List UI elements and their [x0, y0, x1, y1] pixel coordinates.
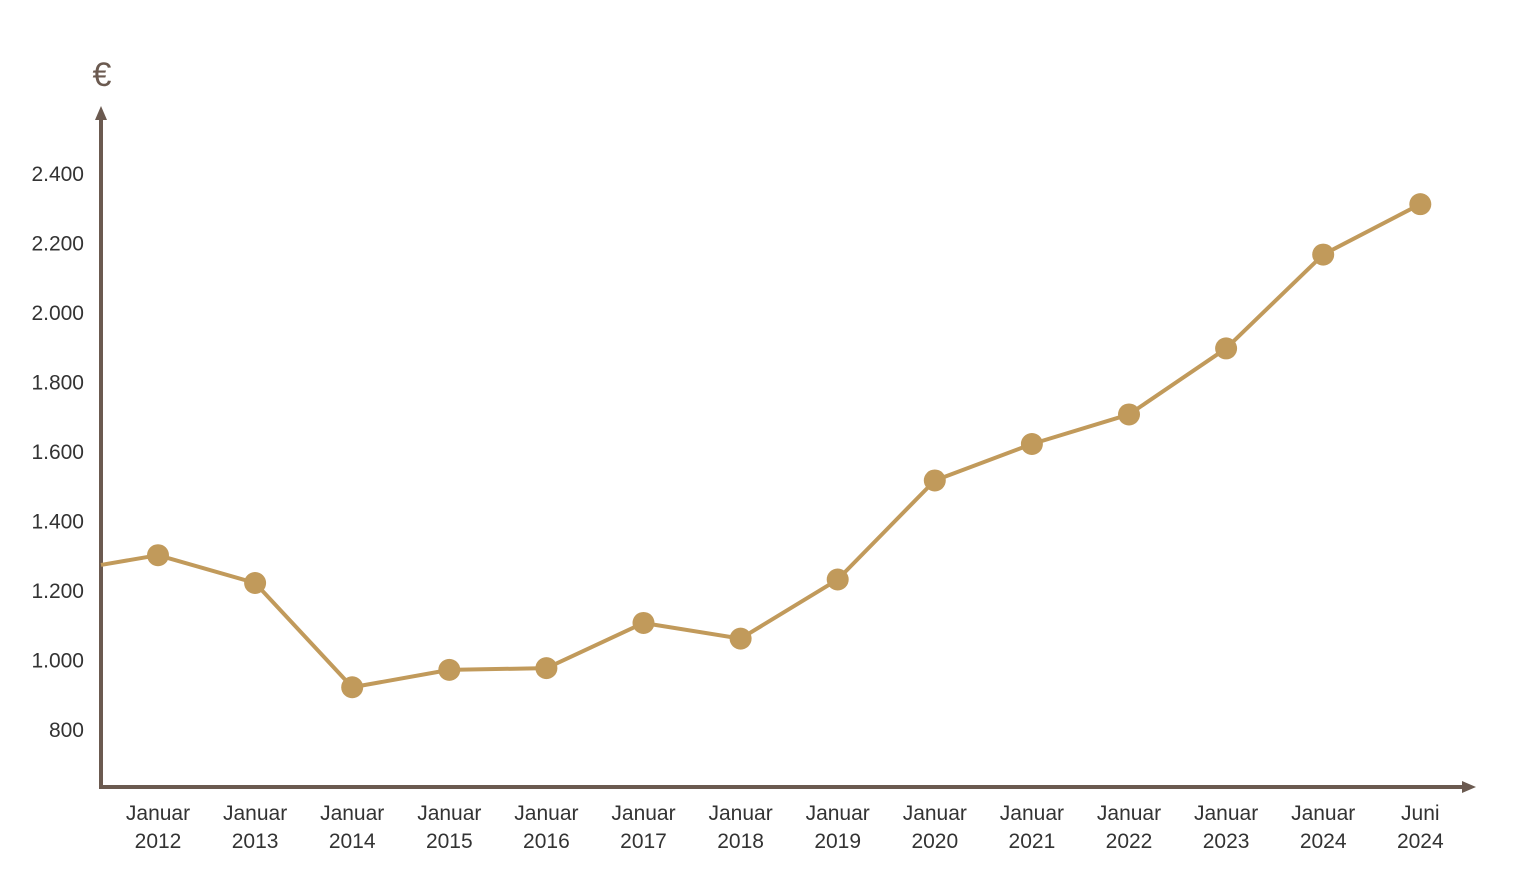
point	[826, 568, 849, 591]
y-tick-label: 1.000	[31, 649, 84, 672]
y-axis-arrow	[95, 106, 107, 120]
y-tick-label: 1.200	[31, 580, 84, 603]
x-tick-label: Juni 2024	[1397, 802, 1444, 853]
y-tick-label: 2.400	[31, 163, 84, 186]
point	[438, 658, 461, 681]
y-tick-label: 2.200	[31, 232, 84, 255]
y-axis-label: €	[93, 56, 112, 94]
x-axis-arrow	[1462, 781, 1476, 793]
point	[244, 571, 267, 594]
point	[147, 544, 169, 567]
point	[1409, 193, 1432, 216]
point	[1215, 337, 1238, 360]
point	[1020, 432, 1043, 455]
x-tick-label: Januar 2021	[1000, 802, 1064, 853]
point	[1118, 403, 1140, 426]
point	[535, 657, 558, 680]
x-tick-label: Januar 2013	[223, 802, 287, 853]
x-tick-label: Januar 2024	[1291, 802, 1355, 853]
x-tick-label: Januar 2023	[1194, 802, 1258, 853]
x-tick-label: Januar 2020	[903, 802, 967, 853]
x-tick-label: Januar 2019	[806, 802, 870, 853]
y-tick-label: 1.400	[31, 510, 84, 533]
x-tick-label: Januar 2016	[514, 802, 578, 853]
x-tick-label: Januar 2017	[611, 802, 675, 853]
x-tick-label: Januar 2015	[417, 802, 481, 853]
line	[100, 202, 1422, 690]
x-tick-label: Januar 2018	[708, 802, 772, 853]
y-tick-label: 1.600	[31, 441, 84, 464]
point	[632, 611, 655, 634]
x-tick-label: Januar 2012	[126, 802, 190, 853]
y-tick-label: 800	[49, 719, 84, 742]
x-tick-label: Januar 2014	[320, 802, 384, 853]
x-tick-label: Januar 2022	[1097, 802, 1161, 853]
point	[1312, 243, 1335, 266]
y-tick-label: 1.800	[31, 371, 84, 394]
point	[923, 469, 946, 492]
point	[341, 676, 364, 699]
point	[729, 627, 752, 650]
y-tick-label: 2.000	[31, 302, 84, 325]
